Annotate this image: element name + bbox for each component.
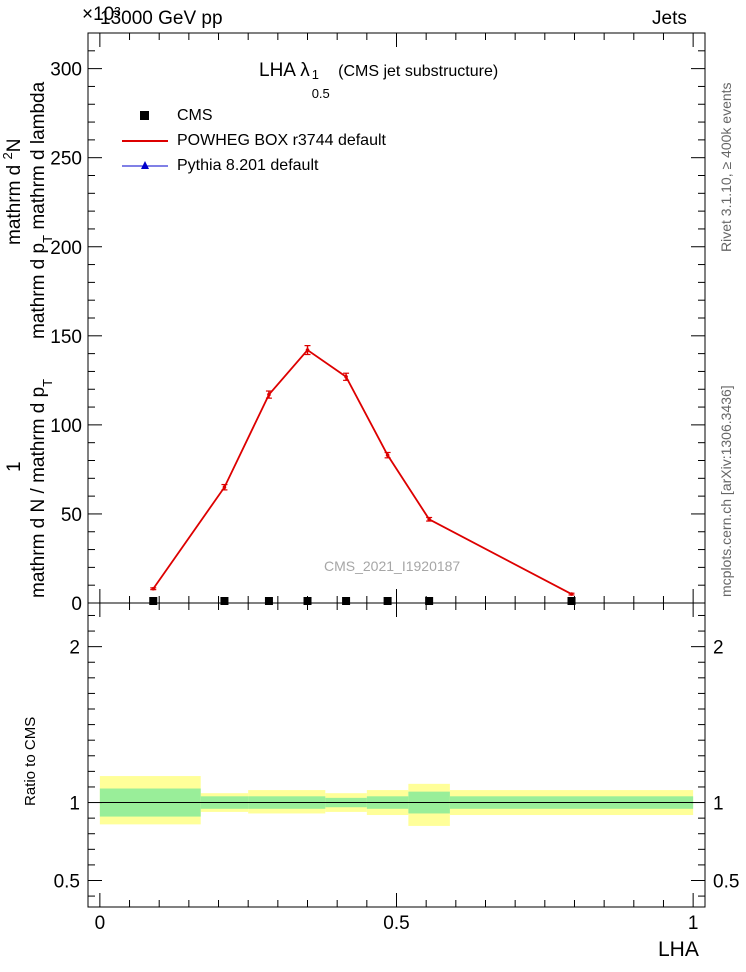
main-ytick-label-1: 50 [61, 505, 82, 526]
series-line-powheg [152, 348, 572, 595]
main-ytick-label-3: 150 [50, 327, 82, 348]
ratio-ylabel: Ratio to CMS [22, 716, 39, 806]
xaxis-label: LHA [658, 938, 699, 961]
main-ytick-label-4: 200 [50, 238, 82, 259]
legend-label-pythia: Pythia 8.201 default [177, 157, 319, 174]
ratio-ytick-label-left-0: 0.5 [54, 871, 80, 892]
xtick-label-1: 0.5 [383, 913, 409, 934]
powheg-point-1 [222, 485, 227, 490]
xtick-label-0: 0 [95, 913, 106, 934]
xtick-label-2: 1 [688, 913, 699, 934]
ylabel-den-1: mathrm d p [28, 242, 49, 339]
plot-title-sup: 1 [311, 67, 319, 82]
main-ytick-label-6: 300 [50, 60, 82, 81]
main-ylabel-denominator: mathrm d pT mathrm d lambda [28, 81, 55, 339]
cms-point-5 [383, 597, 392, 605]
main-ylabel-bottom-denominator: mathrm d N / mathrm d pT [28, 379, 55, 598]
cms-point-0 [149, 597, 158, 605]
ratio-ytick-label-right-0: 0.5 [713, 871, 739, 892]
ylabel-num-sup: 2 [0, 152, 15, 160]
main-ytick-label-5: 250 [50, 149, 82, 170]
legend-marker-pythia [141, 161, 149, 169]
analysis-watermark: CMS_2021_I1920187 [324, 558, 461, 574]
ylabel-bottom-den-sub: T [40, 378, 55, 387]
main-ylabel-bottom-numerator: 1 [4, 461, 25, 472]
powheg-point-2 [267, 392, 271, 397]
plot-title-suffix: (CMS jet substructure) [333, 63, 499, 80]
cms-point-7 [567, 597, 576, 605]
ylabel-den-2: mathrm d lambda [28, 81, 49, 235]
legend-label-powheg: POWHEG BOX r3744 default [177, 132, 386, 149]
main-ytick-label-2: 100 [50, 416, 82, 437]
powheg-point-0 [151, 586, 156, 591]
mcplots-label: mcplots.cern.ch [arXiv:1306.3436] [718, 385, 734, 597]
powheg-point-4 [344, 374, 348, 379]
main-ylabel-numerator: mathrm d 2N [0, 138, 26, 246]
plot-title: LHA λ 1 0.5 (CMS jet substructure) [259, 60, 499, 101]
cms-point-1 [220, 597, 229, 605]
ratio-ytick-label-right-1: 1 [713, 794, 724, 815]
ratio-ytick-label-left-1: 1 [69, 794, 80, 815]
powheg-point-7 [569, 592, 574, 596]
plot-title-sub: 0.5 [311, 86, 330, 101]
ylabel-den-sub: T [40, 234, 55, 243]
legend-marker-cms [140, 111, 149, 120]
ylabel-bottom-den-1: mathrm d N / mathrm d p [28, 386, 49, 598]
ylabel-num-1: mathrm d [4, 164, 25, 245]
rivet-label: Rivet 3.1.10, ≥ 400k events [718, 82, 734, 252]
ratio-ytick-label-left-2: 2 [69, 638, 80, 659]
plot-header-exponent: ×10³ [82, 4, 121, 25]
powheg-point-3 [305, 348, 310, 352]
ratio-frame [87, 602, 706, 908]
cms-point-4 [342, 597, 351, 605]
plot-header-left: 13000 GeV pp [100, 8, 223, 29]
powheg-point-5 [385, 453, 390, 457]
plot-header-right: Jets [652, 8, 687, 29]
main-ytick-label-0: 0 [71, 594, 82, 615]
ratio-ytick-label-right-2: 2 [713, 638, 724, 659]
powheg-point-6 [427, 517, 431, 522]
cms-point-6 [425, 597, 434, 605]
cms-point-2 [264, 597, 273, 605]
legend-label-cms: CMS [177, 107, 213, 124]
plot-title-main: LHA λ [259, 60, 310, 81]
ylabel-num-2: N [4, 138, 25, 153]
